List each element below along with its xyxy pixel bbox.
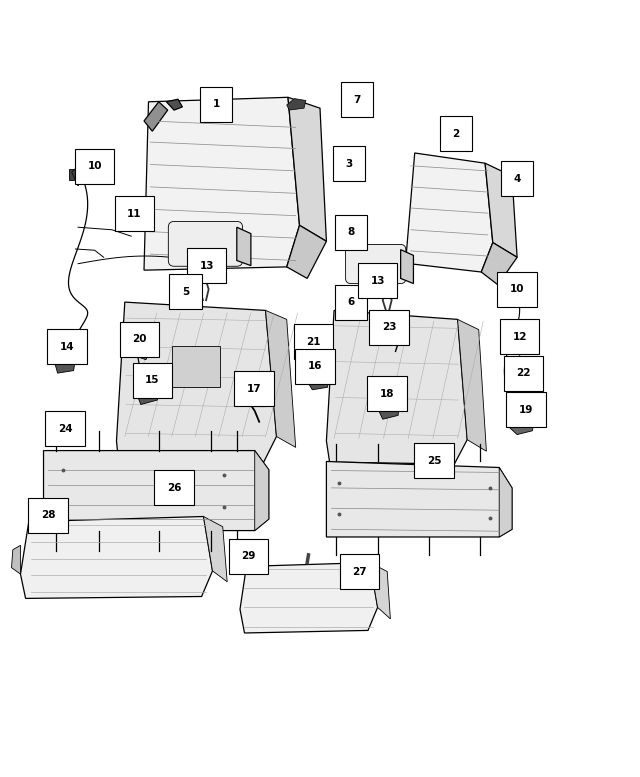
Text: 7: 7 <box>353 95 361 105</box>
Text: 11: 11 <box>127 209 141 219</box>
Text: 16: 16 <box>308 361 322 371</box>
Text: 6: 6 <box>347 297 355 307</box>
Text: 3: 3 <box>345 159 353 169</box>
Polygon shape <box>12 545 20 574</box>
Text: 10: 10 <box>88 162 102 172</box>
Polygon shape <box>499 468 512 537</box>
Text: 22: 22 <box>516 368 531 378</box>
Polygon shape <box>288 97 326 242</box>
Text: 18: 18 <box>380 388 394 399</box>
Polygon shape <box>138 382 159 405</box>
Text: 25: 25 <box>427 456 441 466</box>
Text: 21: 21 <box>307 336 321 347</box>
Polygon shape <box>54 354 76 373</box>
Text: 8: 8 <box>347 228 355 237</box>
Polygon shape <box>326 462 512 537</box>
Polygon shape <box>240 563 378 633</box>
Text: 5: 5 <box>182 287 189 297</box>
Polygon shape <box>502 291 525 305</box>
Text: 14: 14 <box>60 342 74 352</box>
FancyBboxPatch shape <box>346 245 406 284</box>
Text: 2: 2 <box>452 129 460 139</box>
Polygon shape <box>326 311 467 464</box>
Text: 1: 1 <box>212 99 220 110</box>
Polygon shape <box>406 153 493 272</box>
Text: 23: 23 <box>382 322 396 332</box>
Polygon shape <box>485 163 517 257</box>
Text: 20: 20 <box>132 334 147 344</box>
Text: 19: 19 <box>519 405 533 415</box>
Polygon shape <box>509 416 534 434</box>
Text: 13: 13 <box>200 260 214 270</box>
Text: 4: 4 <box>513 173 521 183</box>
Polygon shape <box>44 451 269 531</box>
FancyBboxPatch shape <box>168 221 243 267</box>
Text: 24: 24 <box>58 423 72 434</box>
Polygon shape <box>144 97 300 270</box>
Text: 26: 26 <box>167 483 181 493</box>
FancyBboxPatch shape <box>172 347 220 387</box>
Polygon shape <box>287 99 306 110</box>
Polygon shape <box>458 319 486 451</box>
Polygon shape <box>20 517 212 598</box>
Polygon shape <box>204 517 227 582</box>
Text: 29: 29 <box>241 551 255 561</box>
Polygon shape <box>255 451 269 531</box>
Polygon shape <box>507 381 531 400</box>
Polygon shape <box>379 398 400 420</box>
Polygon shape <box>370 563 390 619</box>
Polygon shape <box>144 102 168 131</box>
Text: 10: 10 <box>510 284 524 294</box>
Polygon shape <box>266 311 296 448</box>
Polygon shape <box>308 369 329 390</box>
Polygon shape <box>133 333 152 360</box>
Polygon shape <box>166 99 182 110</box>
Text: 15: 15 <box>145 375 159 385</box>
Polygon shape <box>116 302 276 462</box>
Polygon shape <box>72 166 95 180</box>
Text: 27: 27 <box>353 566 367 577</box>
FancyBboxPatch shape <box>69 169 87 179</box>
Polygon shape <box>401 249 413 284</box>
Text: 28: 28 <box>41 510 55 521</box>
Polygon shape <box>287 225 326 278</box>
Polygon shape <box>481 242 517 285</box>
Text: 12: 12 <box>513 332 527 342</box>
Polygon shape <box>237 227 251 266</box>
Polygon shape <box>51 341 69 354</box>
Text: 13: 13 <box>371 276 385 286</box>
Text: 17: 17 <box>247 384 261 393</box>
